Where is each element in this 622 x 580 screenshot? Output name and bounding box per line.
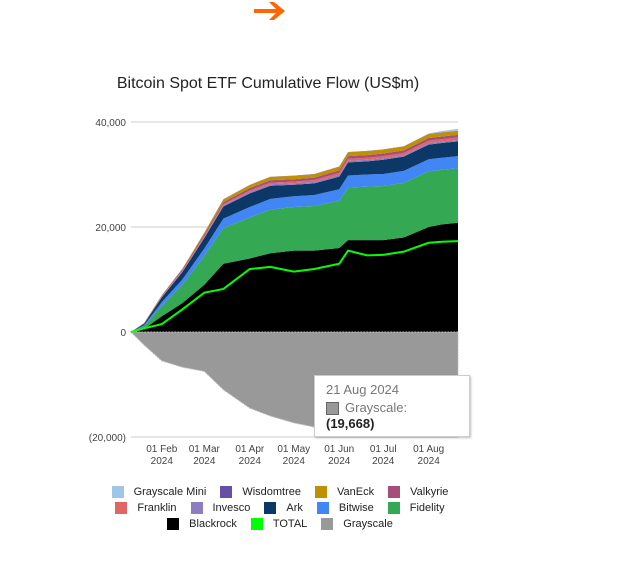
legend-item-ark[interactable]: Ark <box>264 502 303 514</box>
y-tick-label: 40,000 <box>95 118 126 129</box>
area-blackrock <box>131 222 458 332</box>
y-tick-label: (20,000) <box>89 433 126 444</box>
tooltip: 21 Aug 2024 Grayscale: (19,668) <box>314 375 470 437</box>
legend-row: Blackrock TOTAL Grayscale <box>90 516 470 532</box>
legend-label: Grayscale <box>343 518 393 530</box>
x-tick-label: 01 Jun <box>324 444 354 455</box>
legend-swatch <box>115 502 128 514</box>
legend-swatch <box>250 518 263 530</box>
legend-item-grayscale[interactable]: Grayscale <box>321 518 393 530</box>
legend-swatch <box>167 518 180 530</box>
legend-label: Wisdomtree <box>242 486 302 498</box>
legend-item-vaneck[interactable]: VanEck <box>315 486 374 498</box>
legend-label: Franklin <box>137 502 177 514</box>
tooltip-value: (19,668) <box>326 416 375 431</box>
legend-item-fidelity[interactable]: Fidelity <box>387 502 445 514</box>
tooltip-series: Grayscale: <box>345 400 408 415</box>
x-tick-label-year: 2024 <box>193 456 216 467</box>
legend-label: Blackrock <box>189 518 237 530</box>
legend-item-wisdomtree[interactable]: Wisdomtree <box>220 486 301 498</box>
x-tick-label-year: 2024 <box>151 456 174 467</box>
x-tick-label-year: 2024 <box>239 456 262 467</box>
x-tick-label-year: 2024 <box>418 456 441 467</box>
legend-label: Ark <box>286 502 303 514</box>
legend-swatch <box>316 502 329 514</box>
legend-item-blackrock[interactable]: Blackrock <box>167 518 237 530</box>
legend-item-total[interactable]: TOTAL <box>250 518 308 530</box>
chart-title: Bitcoin Spot ETF Cumulative Flow (US$m) <box>116 75 420 92</box>
y-tick-label: 20,000 <box>95 223 126 234</box>
y-tick-label: 0 <box>120 328 126 339</box>
legend-label: TOTAL <box>272 518 308 530</box>
x-tick-label-year: 2024 <box>372 456 395 467</box>
legend-item-franklin[interactable]: Franklin <box>115 502 177 514</box>
x-tick-label-year: 2024 <box>328 456 351 467</box>
legend-row: Franklin Invesco Ark Bitwise Fidelity <box>90 500 470 516</box>
line-total <box>130 240 459 333</box>
x-tick-label: 01 Apr <box>235 444 265 455</box>
x-tick-label: 01 Aug <box>413 444 444 455</box>
legend-label: Invesco <box>212 502 251 514</box>
x-tick-label: 01 Feb <box>146 444 178 455</box>
legend-swatch <box>111 486 124 498</box>
legend-label: Fidelity <box>409 502 445 514</box>
x-tick-label: 01 Jul <box>370 444 397 455</box>
area-fidelity <box>131 168 458 332</box>
legend-swatch <box>388 486 401 498</box>
legend: Grayscale Mini Wisdomtree VanEck Valkyrie Fr… <box>90 484 470 532</box>
legend-swatch <box>315 486 328 498</box>
legend-swatch <box>321 518 334 530</box>
x-tick-label-year: 2024 <box>283 456 306 467</box>
area-ark <box>131 141 458 332</box>
x-tick-label: 01 Mar <box>189 444 221 455</box>
legend-swatch <box>190 502 203 514</box>
legend-swatch <box>220 486 233 498</box>
legend-item-invesco[interactable]: Invesco <box>190 502 251 514</box>
legend-item-bitwise[interactable]: Bitwise <box>316 502 374 514</box>
legend-label: VanEck <box>337 486 375 498</box>
legend-swatch <box>387 502 400 514</box>
tooltip-swatch <box>326 402 339 415</box>
arrow-right-icon[interactable] <box>252 0 290 22</box>
legend-item-grayscale-mini[interactable]: Grayscale Mini <box>111 486 207 498</box>
legend-row: Grayscale Mini Wisdomtree VanEck Valkyrie <box>90 484 470 500</box>
legend-label: Bitwise <box>338 502 374 514</box>
x-tick-label: 01 May <box>277 444 310 455</box>
legend-swatch <box>264 502 277 514</box>
legend-item-valkyrie[interactable]: Valkyrie <box>388 486 448 498</box>
legend-label: Valkyrie <box>410 486 449 498</box>
tooltip-date: 21 Aug 2024 <box>326 382 400 397</box>
legend-label: Grayscale Mini <box>133 486 207 498</box>
